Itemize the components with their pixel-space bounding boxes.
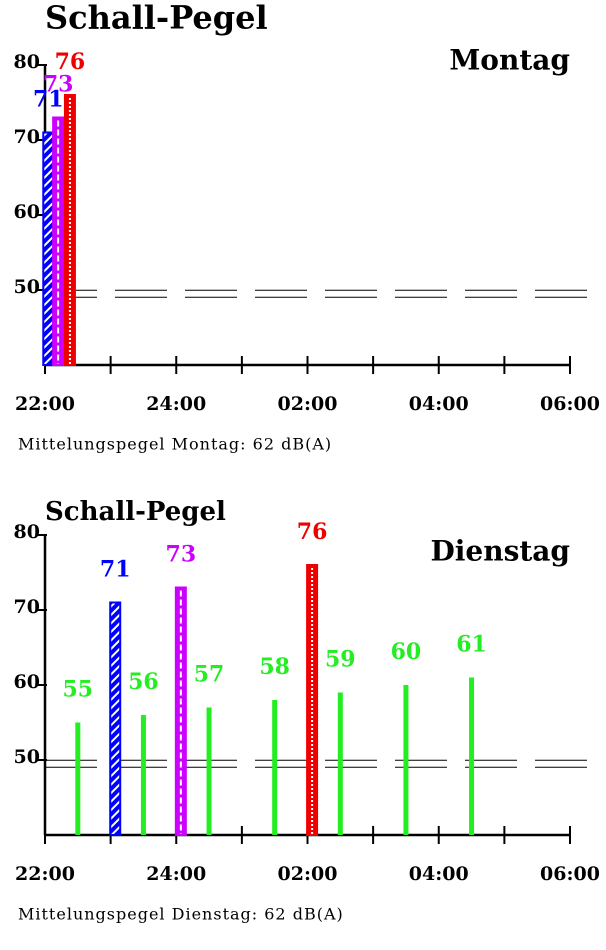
bar	[469, 677, 475, 835]
x-tick-label: 02:00	[278, 863, 338, 885]
value-label: 58	[259, 654, 290, 680]
x-tick-label: 22:00	[15, 393, 75, 415]
chart-title: Schall-Pegel	[45, 0, 268, 37]
note: Mittelungspegel Montag: 62 dB(A)	[18, 435, 332, 454]
value-label: 71	[33, 87, 64, 113]
bar	[272, 700, 278, 835]
value-label: 60	[391, 639, 422, 665]
value-label: 59	[325, 647, 356, 673]
y-tick-label: 60	[14, 201, 40, 223]
value-label: 76	[297, 519, 328, 545]
y-tick-label: 50	[14, 746, 40, 768]
x-tick-label: 24:00	[146, 863, 206, 885]
x-tick-label: 06:00	[540, 393, 600, 415]
value-label: 55	[63, 677, 94, 703]
day-label: Montag	[449, 44, 570, 77]
bar	[337, 692, 343, 835]
x-tick-label: 22:00	[15, 863, 75, 885]
x-tick-label: 06:00	[540, 863, 600, 885]
day-label: Dienstag	[430, 535, 570, 568]
value-label: 56	[128, 669, 159, 695]
x-tick-label: 02:00	[278, 393, 338, 415]
panel: Schall-Pegel Montag Mittelungspegel Montag…	[14, 0, 600, 454]
value-label: 57	[194, 662, 225, 688]
y-tick-label: 70	[14, 126, 40, 148]
bar	[42, 131, 55, 366]
bar	[140, 715, 146, 835]
y-tick-label: 70	[14, 596, 40, 618]
y-tick-label: 80	[14, 51, 40, 73]
x-tick-label: 24:00	[146, 393, 206, 415]
value-label: 73	[166, 542, 197, 568]
note: Mittelungspegel Dienstag: 62 dB(A)	[18, 905, 344, 924]
panel: Schall-Pegel Dienstag Mittelungspegel Dien…	[14, 497, 600, 924]
value-label: 71	[100, 557, 131, 583]
bar	[206, 707, 212, 835]
bar	[75, 722, 81, 835]
y-tick-label: 50	[14, 276, 40, 298]
y-tick-label: 80	[14, 521, 40, 543]
chart-title: Schall-Pegel	[45, 497, 226, 527]
bar	[403, 685, 409, 835]
x-tick-label: 04:00	[409, 393, 469, 415]
y-tick-label: 60	[14, 671, 40, 693]
bar	[109, 601, 122, 836]
x-tick-label: 04:00	[409, 863, 469, 885]
value-label: 76	[55, 49, 86, 75]
value-label: 61	[456, 632, 487, 658]
value-label: 73	[43, 72, 74, 98]
